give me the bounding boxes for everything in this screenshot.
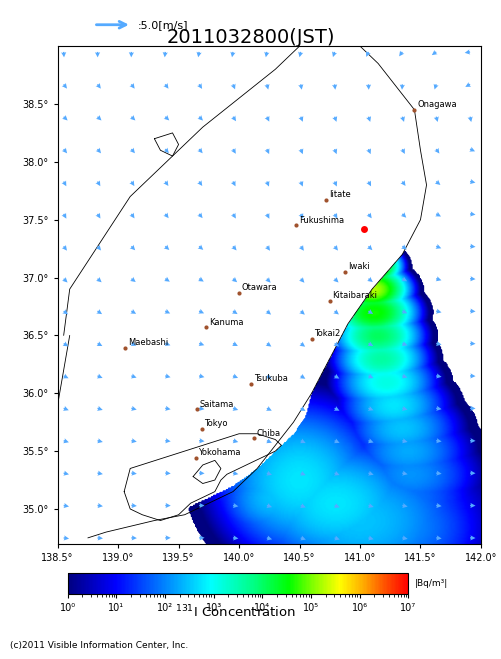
Text: Yokohama: Yokohama bbox=[198, 448, 241, 457]
Text: 2011032800(JST): 2011032800(JST) bbox=[166, 28, 335, 47]
Text: (c)2011 Visible Information Center, Inc.: (c)2011 Visible Information Center, Inc. bbox=[10, 641, 188, 650]
Text: :5.0[m/s]: :5.0[m/s] bbox=[138, 20, 188, 30]
Text: Tokai2: Tokai2 bbox=[315, 329, 341, 338]
Text: Chiba: Chiba bbox=[257, 428, 281, 438]
Text: Saitama: Saitama bbox=[199, 399, 234, 409]
Text: Maebashi: Maebashi bbox=[128, 338, 168, 347]
Text: |Bq/m³|: |Bq/m³| bbox=[415, 579, 448, 588]
Text: Kanuma: Kanuma bbox=[209, 318, 243, 326]
Text: Iitate: Iitate bbox=[329, 190, 351, 199]
Text: Onagawa: Onagawa bbox=[417, 100, 457, 109]
Text: Fukushima: Fukushima bbox=[299, 215, 344, 225]
Text: Iwaki: Iwaki bbox=[348, 262, 370, 271]
Text: Tsukuba: Tsukuba bbox=[254, 374, 288, 384]
Text: Kitaibaraki: Kitaibaraki bbox=[333, 291, 378, 300]
Text: Tokyo: Tokyo bbox=[204, 419, 228, 428]
Text: $^{131}$I Concentration: $^{131}$I Concentration bbox=[175, 603, 296, 620]
Text: Otawara: Otawara bbox=[242, 283, 278, 292]
